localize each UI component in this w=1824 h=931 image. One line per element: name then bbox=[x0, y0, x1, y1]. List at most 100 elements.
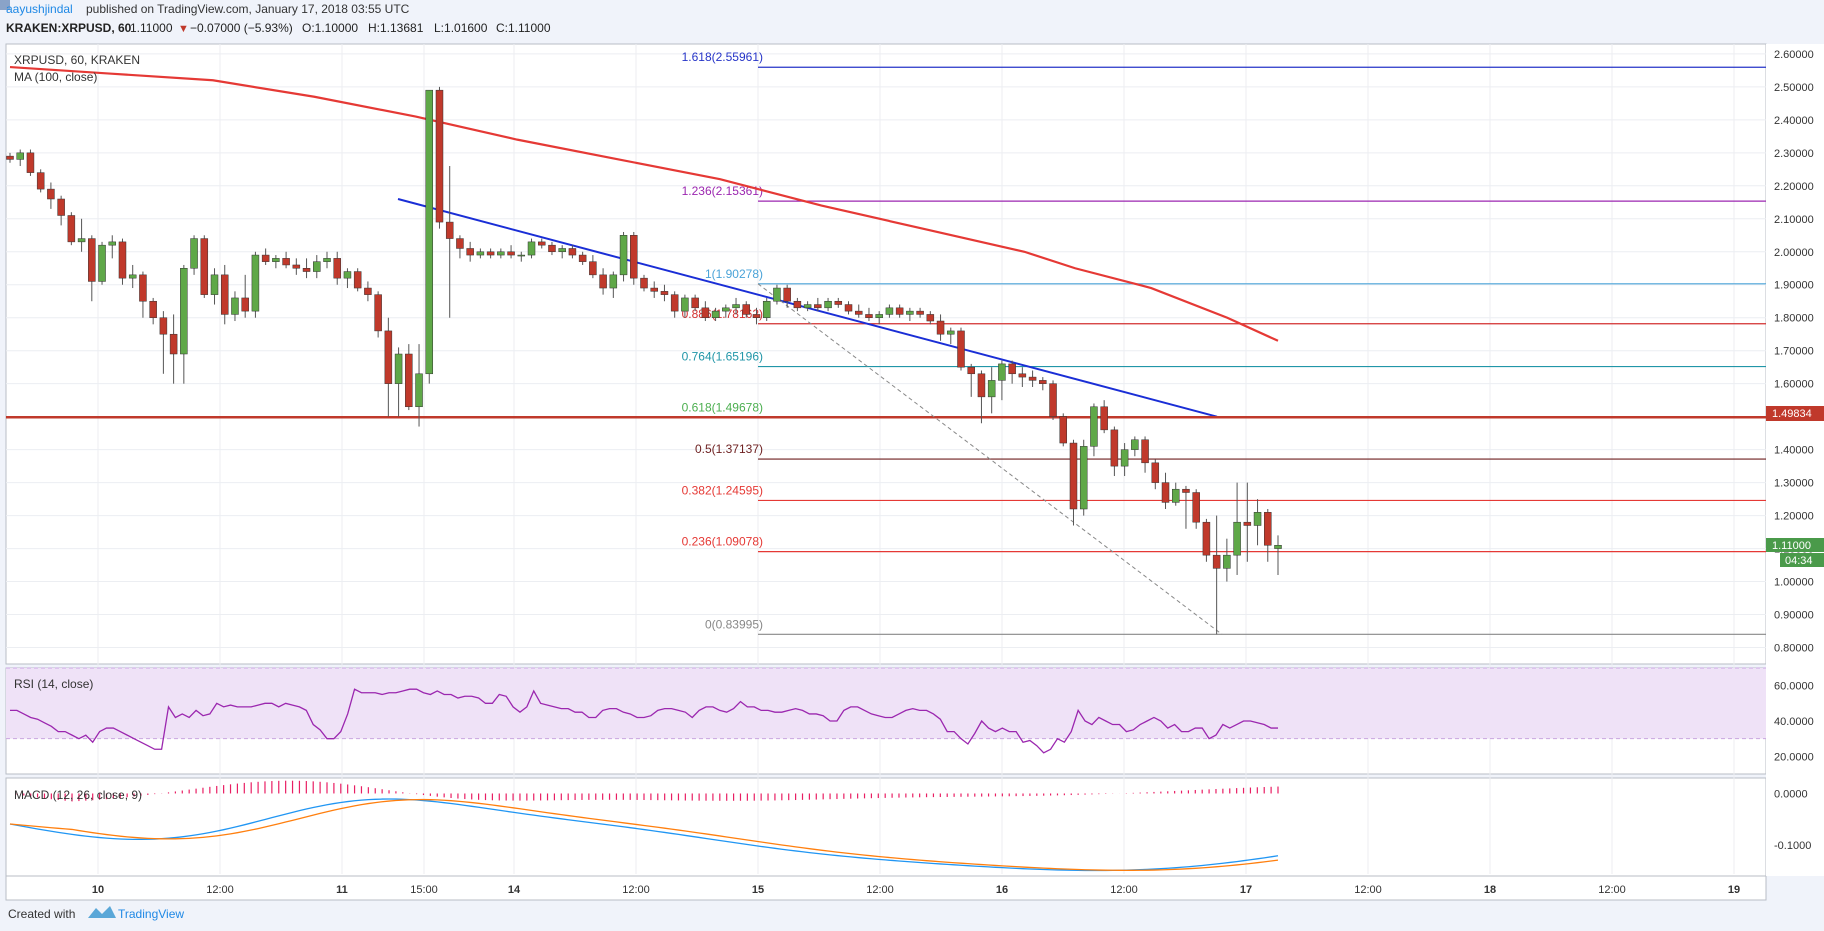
candle-body bbox=[803, 304, 812, 309]
candle-body bbox=[650, 287, 658, 292]
macd-legend: MACD (12, 26, close, 9) bbox=[14, 788, 142, 802]
candle-body bbox=[1018, 373, 1027, 378]
candle-body bbox=[159, 317, 168, 335]
candle-body bbox=[619, 235, 628, 276]
tradingview-brand-link[interactable]: TradingView bbox=[118, 907, 184, 921]
last-price-tag bbox=[1766, 538, 1824, 552]
candle-body bbox=[456, 238, 464, 249]
candle-body bbox=[57, 198, 65, 216]
ma-legend: MA (100, close) bbox=[14, 70, 97, 84]
candle-body bbox=[1059, 416, 1068, 444]
candle-body bbox=[844, 304, 853, 312]
ohlc-low: L:1.01600 bbox=[434, 21, 488, 35]
symbol-legend: XRPUSD, 60, KRAKEN bbox=[14, 53, 140, 67]
candle-body bbox=[1039, 380, 1047, 384]
price-tick-label: 1.70000 bbox=[1774, 346, 1814, 358]
candle-body bbox=[824, 300, 832, 309]
candle-body bbox=[977, 373, 986, 398]
author-link[interactable]: aayushjindal bbox=[6, 2, 73, 16]
price-tick-label: 2.10000 bbox=[1774, 214, 1814, 226]
author-avatar bbox=[0, 0, 10, 10]
candle-body bbox=[1202, 521, 1211, 556]
time-tick-label: 12:00 bbox=[1354, 884, 1382, 896]
time-tick-label: 10 bbox=[92, 884, 104, 896]
time-tick-label: 11 bbox=[336, 884, 348, 896]
candle-body bbox=[476, 251, 485, 256]
published-text: published on TradingView.com, January 17… bbox=[86, 2, 410, 16]
rsi-tick-label: 20.0000 bbox=[1774, 751, 1814, 763]
candle-body bbox=[722, 307, 730, 312]
time-tick-label: 12:00 bbox=[622, 884, 650, 896]
candle-body bbox=[180, 268, 188, 355]
fib-level-label: 0.764(1.65196) bbox=[682, 350, 763, 364]
last-price-tag-text: 1.11000 bbox=[1772, 540, 1811, 552]
candle-body bbox=[1264, 512, 1272, 546]
time-tick-label: 12:00 bbox=[206, 884, 234, 896]
candle-body bbox=[67, 215, 76, 243]
candle-body bbox=[313, 261, 321, 272]
candle-body bbox=[742, 304, 751, 315]
ma100-line bbox=[9, 65, 1279, 342]
candle-body bbox=[640, 277, 648, 289]
candle-body bbox=[957, 330, 965, 368]
candle-body bbox=[936, 320, 945, 335]
candle-body bbox=[118, 241, 127, 279]
candle-body bbox=[507, 251, 515, 256]
candle-body bbox=[660, 291, 669, 295]
candle-body bbox=[1069, 442, 1078, 510]
candle-body bbox=[1243, 521, 1252, 526]
candle-body bbox=[773, 287, 781, 302]
candle-body bbox=[1253, 512, 1262, 526]
candle-body bbox=[220, 274, 229, 315]
candle-body bbox=[1192, 492, 1200, 523]
candle-body bbox=[517, 254, 526, 257]
candle-body bbox=[1141, 439, 1149, 464]
created-with-text: Created with bbox=[8, 907, 75, 921]
candle-body bbox=[1131, 439, 1139, 450]
main-pane[interactable] bbox=[5, 43, 1767, 665]
candle-body bbox=[537, 241, 546, 246]
macd-tick-label: 0.0000 bbox=[1774, 788, 1808, 800]
candle-body bbox=[1008, 363, 1016, 375]
candle-body bbox=[670, 294, 679, 312]
candle-body bbox=[364, 287, 372, 295]
macd-pane[interactable] bbox=[5, 777, 1767, 877]
candle-body bbox=[210, 274, 219, 295]
candle-body bbox=[895, 307, 904, 315]
fib-level-label: 1(1.90278) bbox=[705, 267, 763, 281]
candle-body bbox=[1110, 429, 1119, 467]
candle-body bbox=[128, 274, 137, 279]
candle-body bbox=[854, 310, 863, 315]
candle-timer-text: 04:34 bbox=[1785, 555, 1813, 567]
time-tick-label: 12:00 bbox=[1110, 884, 1138, 896]
candle-body bbox=[292, 264, 301, 269]
support-price-text: 1.49834 bbox=[1772, 408, 1812, 420]
candle-body bbox=[701, 307, 710, 318]
candle-body bbox=[353, 271, 362, 289]
candle-body bbox=[88, 238, 96, 282]
candle-body bbox=[527, 241, 536, 256]
candle-body bbox=[1120, 449, 1129, 467]
symbol-label: KRAKEN:XRPUSD, 60 bbox=[6, 21, 132, 35]
ohlc-open: O:1.10000 bbox=[302, 21, 358, 35]
price-tick-label: 0.80000 bbox=[1774, 643, 1814, 655]
candle-body bbox=[302, 268, 311, 272]
fib-trend-leg bbox=[757, 283, 1223, 635]
price-axis[interactable] bbox=[1766, 44, 1824, 876]
ohlc-high: H:1.13681 bbox=[368, 21, 424, 35]
candle-body bbox=[548, 244, 556, 253]
candle-body bbox=[732, 304, 740, 309]
candle-body bbox=[425, 89, 434, 375]
candle-body bbox=[681, 297, 689, 312]
candle-body bbox=[916, 310, 924, 315]
candle-body bbox=[885, 307, 894, 315]
time-axis[interactable] bbox=[5, 875, 1767, 901]
candle-body bbox=[149, 300, 157, 318]
candle-body bbox=[1171, 488, 1180, 503]
down-arrow-icon: ▼ bbox=[178, 23, 189, 35]
candle-body bbox=[987, 380, 996, 398]
price-tick-label: 2.60000 bbox=[1774, 49, 1814, 61]
rsi-tick-label: 60.0000 bbox=[1774, 681, 1814, 693]
fib-level-label: 0.382(1.24595) bbox=[682, 483, 763, 497]
